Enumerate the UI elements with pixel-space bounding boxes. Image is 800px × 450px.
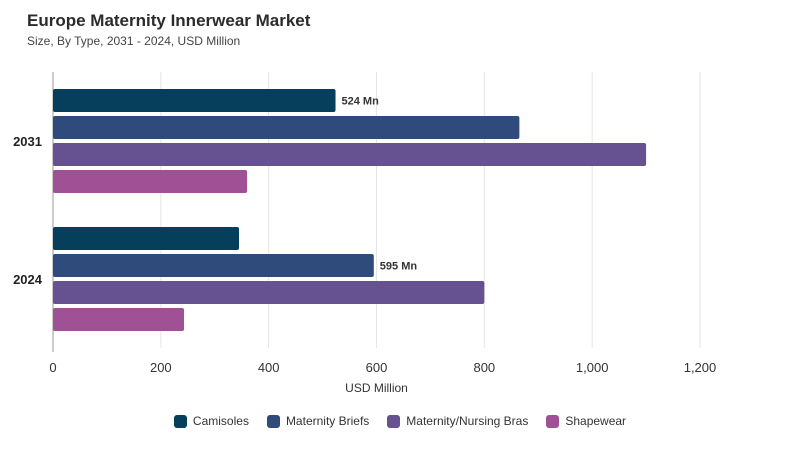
x-axis-title: USD Million: [345, 381, 408, 395]
legend-swatch: [266, 414, 280, 428]
bar: [53, 143, 647, 166]
legend-label: Shapewear: [565, 414, 627, 428]
bar-data-label: 524 Mn: [342, 96, 380, 108]
category-label: 2024: [13, 272, 43, 287]
legend-item: Camisoles: [173, 414, 249, 428]
bar: [53, 170, 248, 193]
bar-chart: 0 200 400 600 800 1,000 1,200 USD Million 2031 52…: [13, 72, 717, 395]
legend-item: Shapewear: [546, 414, 626, 428]
bar: [53, 227, 240, 250]
bar: [53, 254, 374, 277]
chart-subtitle: Size, By Type, 2031 - 2024, USD Million: [27, 34, 241, 48]
bar: [53, 308, 185, 331]
x-tick-label: 200: [150, 360, 172, 375]
legend-swatch: [546, 414, 560, 428]
legend-label: Camisoles: [192, 414, 249, 428]
x-tick-label: 1,000: [576, 360, 609, 375]
legend-item: Maternity Briefs: [266, 414, 370, 428]
bar: [53, 116, 520, 139]
x-tick-label: 0: [49, 360, 56, 375]
legend-swatch: [173, 414, 187, 428]
chart-legend: Camisoles Maternity Briefs Maternity/Nursi…: [0, 414, 800, 428]
bar: [53, 89, 336, 112]
bar: [53, 281, 485, 304]
legend-swatch: [387, 414, 401, 428]
x-tick-label: 1,200: [684, 360, 717, 375]
legend-label: Maternity/Nursing Bras: [406, 414, 529, 428]
bar-data-label: 595 Mn: [380, 261, 418, 273]
chart-title: Europe Maternity Innerwear Market: [27, 11, 311, 30]
x-tick-label: 600: [366, 360, 388, 375]
x-tick-label: 800: [473, 360, 495, 375]
legend-label: Maternity Briefs: [285, 414, 370, 428]
legend-item: Maternity/Nursing Bras: [387, 414, 528, 428]
category-label: 2031: [13, 134, 42, 149]
x-tick-label: 400: [258, 360, 280, 375]
